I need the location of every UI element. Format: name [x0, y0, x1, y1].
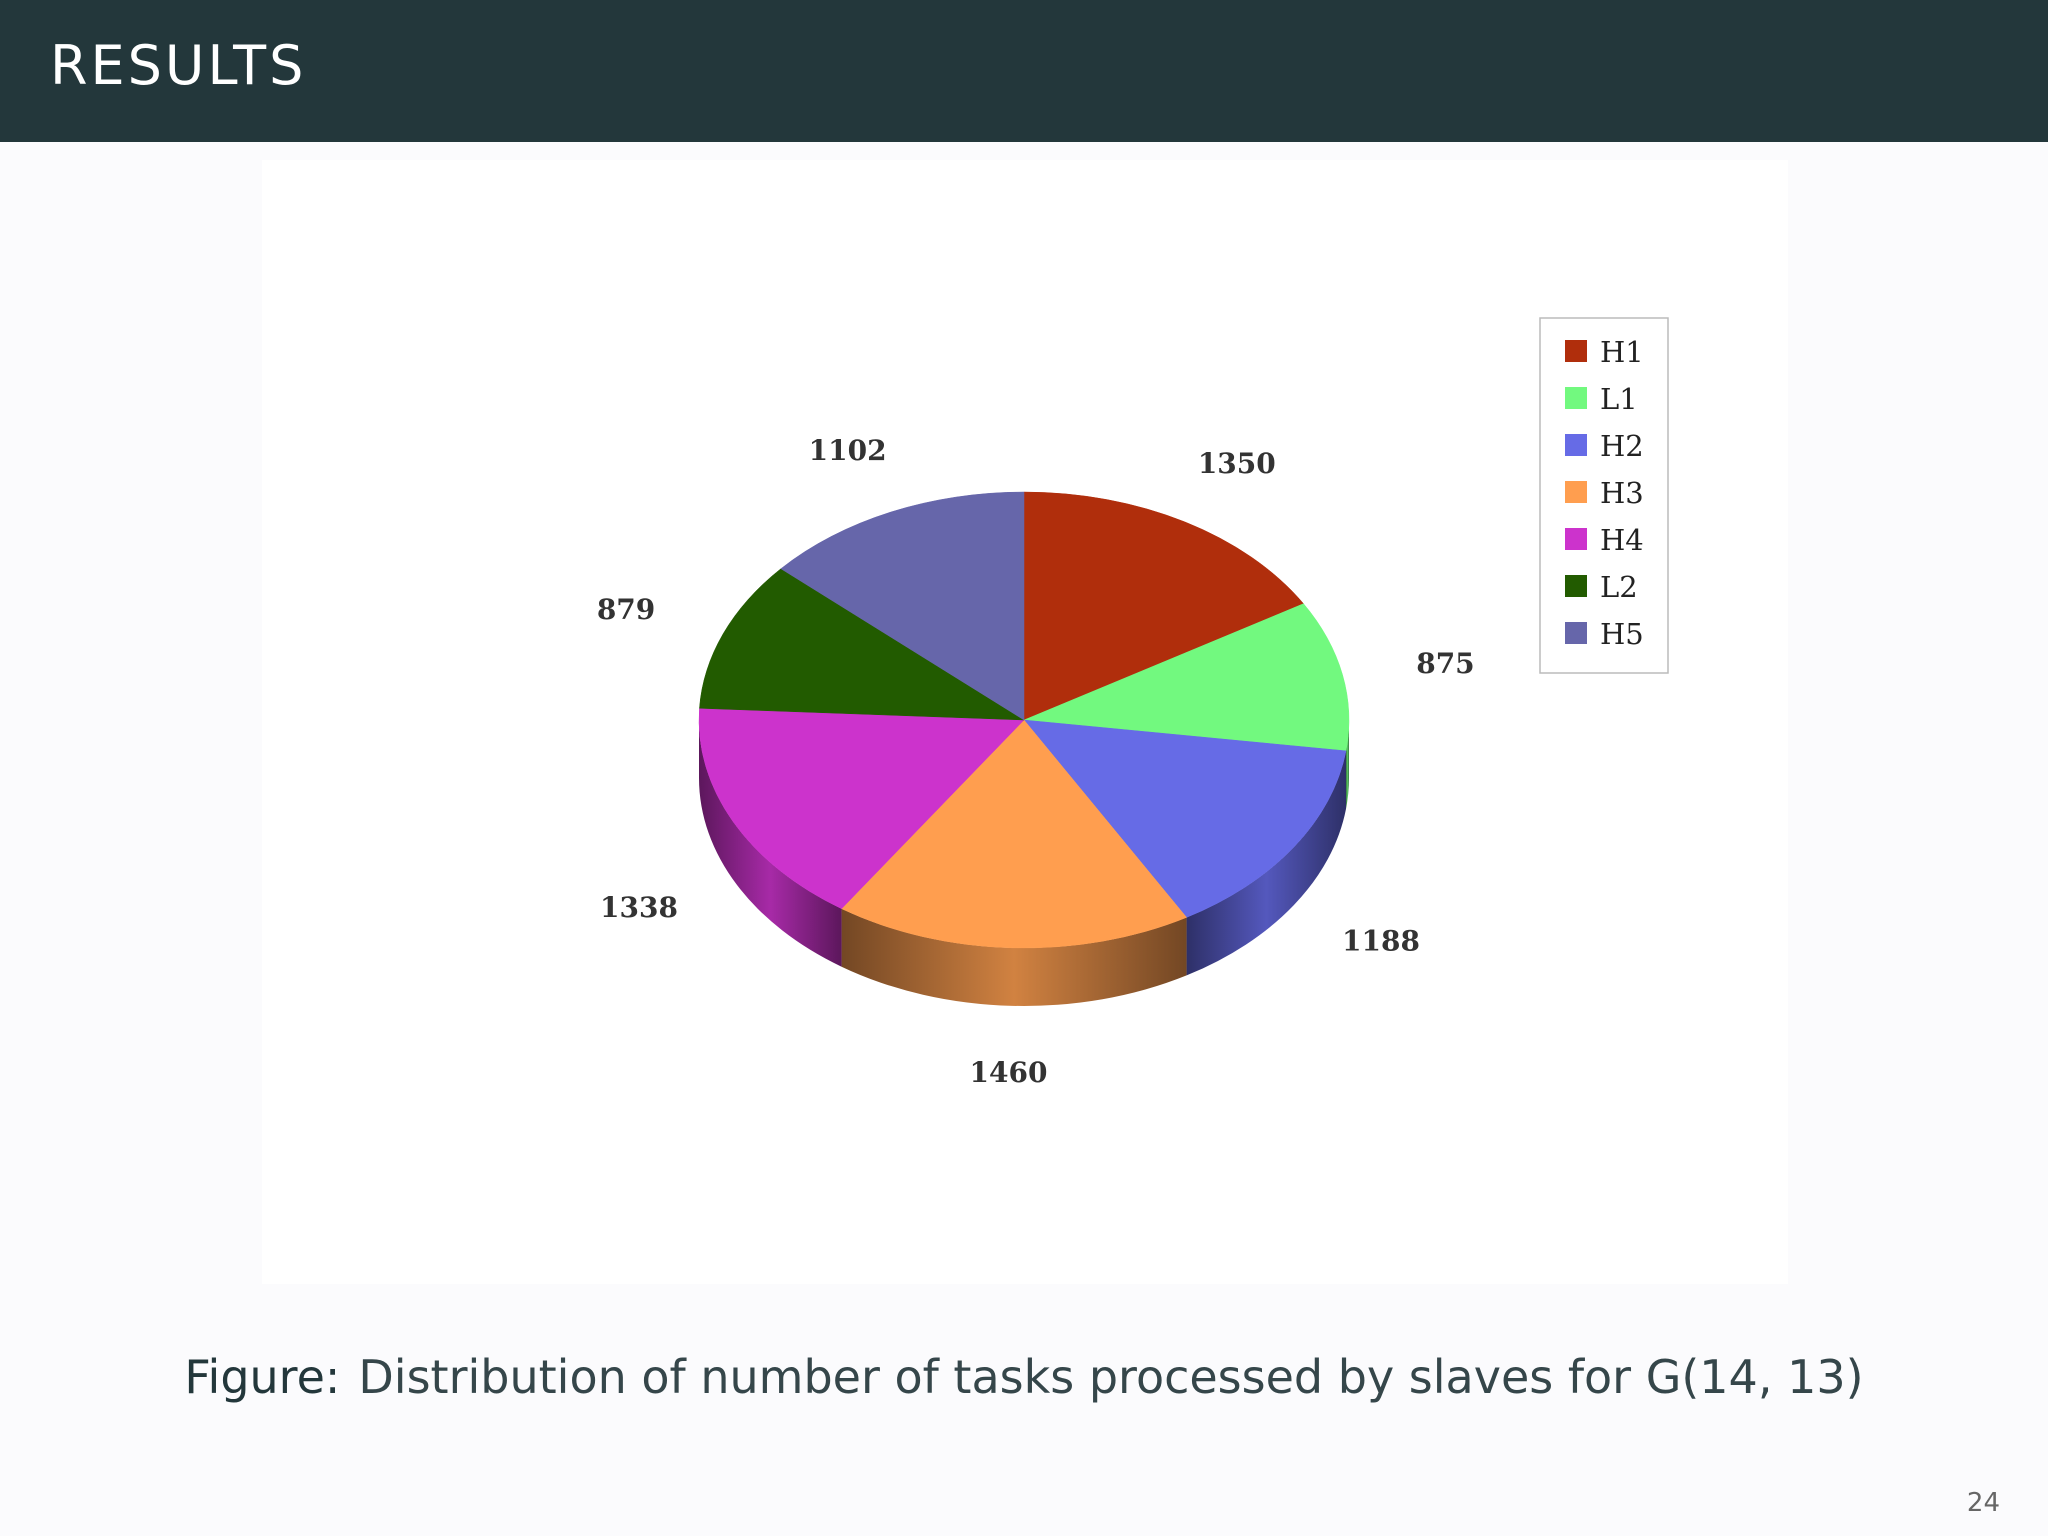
data-label-h5: 1102 — [809, 434, 887, 467]
legend-swatch-h1 — [1565, 340, 1587, 362]
data-label-h3: 1460 — [970, 1056, 1048, 1089]
legend-label-l2: L2 — [1600, 570, 1638, 604]
chart-legend: H1 L1 H2 H3 H4 L2 H5 — [1539, 317, 1669, 674]
legend-swatch-h2 — [1565, 434, 1587, 456]
legend-label-h5: H5 — [1600, 617, 1644, 651]
caption-text: Distribution of number of tasks processe… — [358, 1350, 1864, 1404]
pie-side-l1 — [1346, 720, 1349, 809]
data-label-h4: 1338 — [600, 891, 678, 924]
legend-label-h2: H2 — [1600, 429, 1644, 463]
legend-swatch-h5 — [1565, 622, 1587, 644]
pie-slice-l2 — [699, 568, 1025, 721]
data-label-l2: 879 — [597, 593, 655, 626]
legend-label-h1: H1 — [1600, 335, 1644, 369]
pie-slice-h1 — [1023, 491, 1304, 721]
pie-side-h2 — [1186, 750, 1347, 976]
caption-label: Figure: — [184, 1350, 341, 1404]
legend-box — [1539, 317, 1669, 674]
figure-caption: Figure: Distribution of number of tasks p… — [0, 1350, 2048, 1404]
legend-label-h3: H3 — [1600, 476, 1644, 510]
page-number: 24 — [1966, 1488, 2000, 1518]
pie-slice-l1 — [1023, 603, 1350, 752]
pie-side-h4 — [699, 720, 842, 967]
pie-slice-h3 — [841, 719, 1187, 949]
data-label-l1: 875 — [1416, 647, 1474, 680]
legend-swatch-h4 — [1565, 528, 1587, 550]
pie-slice-h2 — [1023, 719, 1347, 918]
legend-label-h4: H4 — [1600, 523, 1644, 557]
legend-label-l1: L1 — [1600, 382, 1638, 416]
data-label-h2: 1188 — [1342, 924, 1420, 957]
pie-slice-h4 — [698, 708, 1025, 909]
legend-swatch-l2 — [1565, 575, 1587, 597]
legend-swatch-l1 — [1565, 387, 1587, 409]
pie-slice-h5 — [780, 491, 1025, 721]
legend-swatch-h3 — [1565, 481, 1587, 503]
slide-title: RESULTS — [50, 34, 307, 97]
slide-header: RESULTS — [0, 0, 2048, 142]
data-label-h1: 1350 — [1198, 447, 1276, 480]
pie-side-h3 — [841, 908, 1187, 1007]
